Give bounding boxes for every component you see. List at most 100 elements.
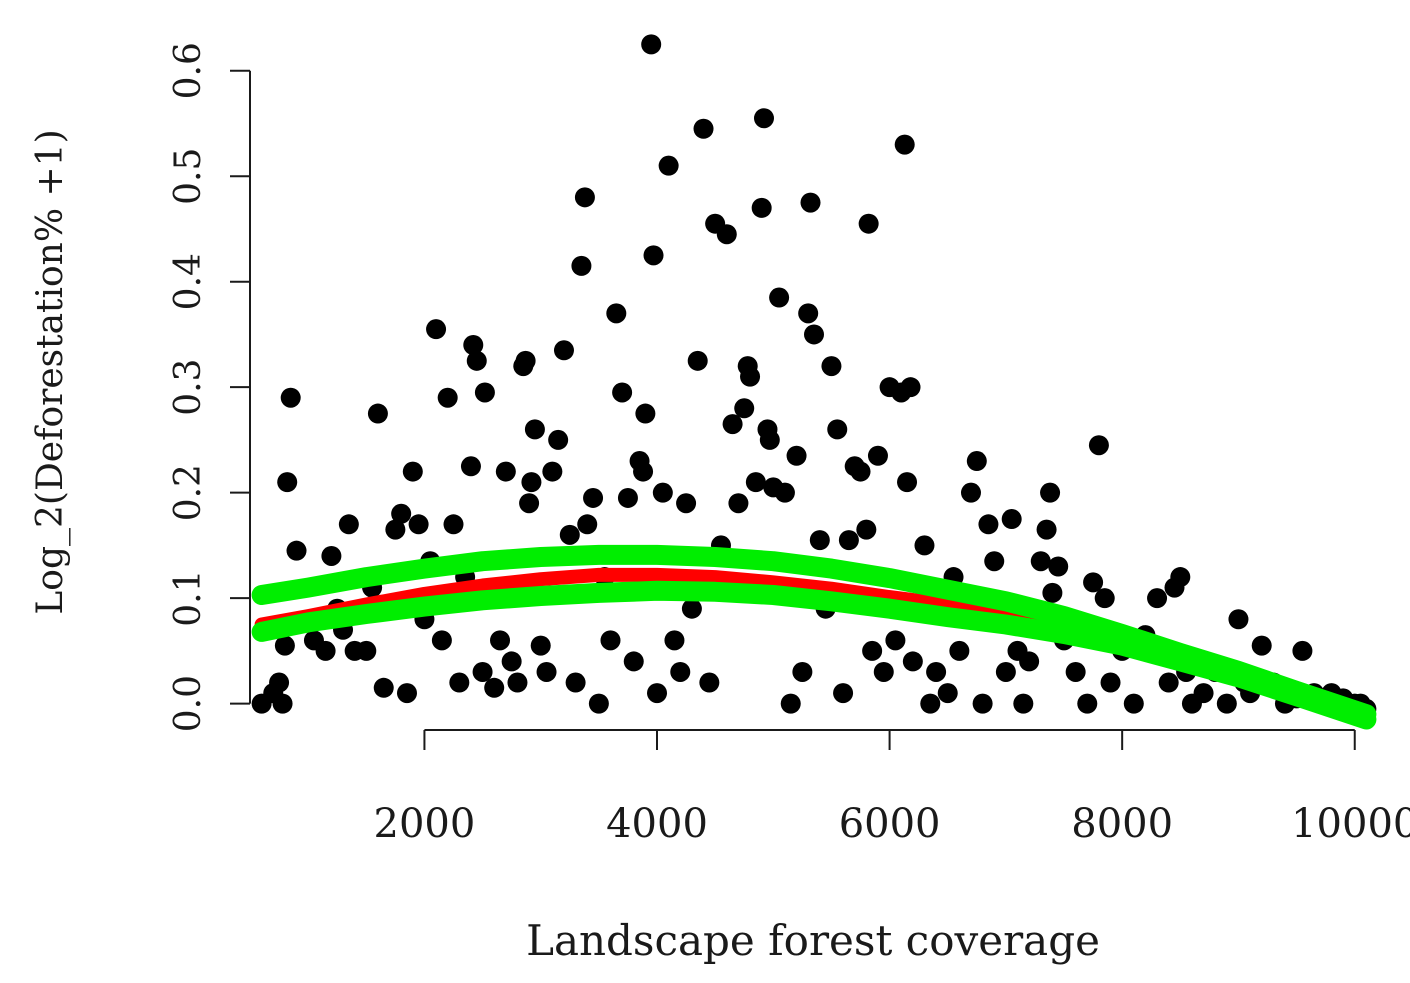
data-point	[437, 387, 458, 408]
data-point	[838, 530, 859, 551]
data-point	[588, 693, 609, 714]
data-point	[385, 519, 406, 540]
data-point	[722, 414, 743, 435]
data-point	[1019, 651, 1040, 672]
data-point	[1042, 582, 1063, 603]
y-tick-label: 0.2	[168, 464, 209, 521]
data-point	[827, 419, 848, 440]
data-point	[658, 155, 679, 176]
data-point	[1036, 519, 1057, 540]
data-point	[277, 472, 298, 493]
data-point	[1123, 693, 1144, 714]
data-point	[856, 519, 877, 540]
data-point	[1193, 683, 1214, 704]
data-point	[402, 461, 423, 482]
data-point	[269, 672, 290, 693]
data-point	[804, 324, 824, 345]
data-point	[274, 635, 295, 656]
data-point	[734, 398, 755, 419]
data-point	[635, 403, 656, 424]
data-point	[652, 482, 673, 503]
data-point	[792, 661, 813, 682]
data-point	[1147, 588, 1168, 609]
data-point	[1077, 693, 1098, 714]
data-point	[786, 445, 807, 466]
data-point	[780, 693, 801, 714]
data-point	[530, 635, 551, 656]
data-point	[1083, 572, 1104, 593]
data-point	[431, 630, 452, 651]
data-point	[280, 387, 301, 408]
x-tick-label: 8000	[1071, 801, 1173, 847]
data-point	[833, 683, 854, 704]
data-point	[1216, 693, 1237, 714]
data-point	[466, 350, 487, 371]
y-tick-label: 0.3	[168, 359, 209, 416]
y-tick-label: 0.1	[168, 570, 209, 627]
data-point	[373, 677, 394, 698]
data-point	[612, 382, 633, 403]
data-point	[474, 382, 495, 403]
data-point	[1251, 635, 1272, 656]
data-point	[495, 461, 516, 482]
data-point	[978, 514, 999, 535]
x-tick-label: 6000	[839, 801, 941, 847]
data-point	[862, 640, 883, 661]
data-point	[1048, 556, 1069, 577]
data-point	[850, 461, 871, 482]
data-point	[391, 503, 412, 524]
data-point	[897, 472, 918, 493]
data-point	[1158, 672, 1179, 693]
data-point	[643, 245, 664, 266]
data-point	[338, 514, 359, 535]
data-point	[809, 530, 830, 551]
data-point	[356, 640, 377, 661]
data-point	[460, 456, 481, 477]
data-point	[716, 224, 737, 245]
data-point	[1170, 567, 1191, 588]
data-point	[574, 187, 595, 208]
data-point	[995, 661, 1016, 682]
data-point	[972, 693, 993, 714]
data-point	[426, 319, 447, 340]
x-tick-label: 4000	[606, 801, 708, 847]
data-point	[1001, 509, 1022, 530]
data-point	[902, 651, 923, 672]
data-point	[914, 535, 935, 556]
data-point	[286, 540, 307, 561]
data-point	[885, 630, 906, 651]
data-point	[524, 419, 545, 440]
data-point	[548, 429, 569, 450]
data-point	[873, 661, 894, 682]
data-point	[1088, 435, 1109, 456]
data-point	[396, 683, 417, 704]
data-point	[798, 303, 819, 324]
data-point	[472, 661, 493, 682]
data-point	[536, 661, 557, 682]
data-point	[759, 429, 780, 450]
data-point	[641, 34, 662, 55]
x-tick-label: 2000	[374, 801, 476, 847]
data-point	[490, 630, 511, 651]
data-point	[664, 630, 685, 651]
data-point	[519, 493, 540, 514]
data-point	[315, 640, 336, 661]
x-tick-label: 10000	[1291, 801, 1410, 847]
data-point	[821, 356, 842, 377]
x-axis-title: Landscape forest coverage	[526, 916, 1100, 965]
data-point	[1065, 661, 1086, 682]
data-point	[937, 683, 958, 704]
data-point	[699, 672, 720, 693]
data-point	[463, 334, 484, 355]
data-point	[858, 213, 879, 234]
data-point	[321, 545, 342, 566]
data-point	[774, 482, 795, 503]
data-point	[1292, 640, 1313, 661]
y-axis-title: Log_2(Deforestation% +1)	[30, 129, 71, 614]
data-point	[693, 118, 714, 139]
data-point	[751, 197, 772, 218]
data-point	[900, 377, 921, 398]
data-point	[542, 461, 563, 482]
